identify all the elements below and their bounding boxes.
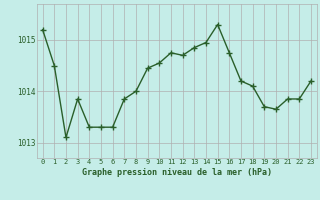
X-axis label: Graphe pression niveau de la mer (hPa): Graphe pression niveau de la mer (hPa) (82, 168, 272, 177)
